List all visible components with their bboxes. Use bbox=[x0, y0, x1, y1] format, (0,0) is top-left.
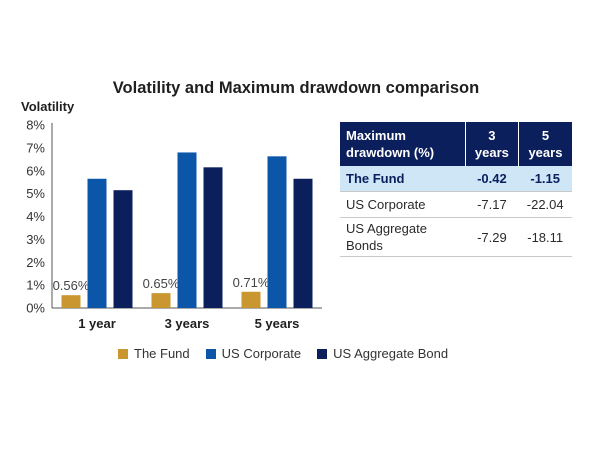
chart-title: Volatility and Maximum drawdown comparis… bbox=[112, 79, 480, 97]
y-tick-label: 5% bbox=[26, 186, 45, 201]
bar-the-fund bbox=[241, 291, 261, 308]
table-row-the-fund: The Fund -0.42 -1.15 bbox=[340, 166, 572, 192]
table-header-row: Maximum drawdown (%) 3 years 5 years bbox=[340, 122, 572, 166]
bar-us-corporate bbox=[177, 152, 197, 308]
table-header-5-years: 5 years bbox=[518, 122, 572, 166]
legend-swatch-us-corporate bbox=[205, 348, 216, 359]
y-tick-label: 6% bbox=[26, 163, 45, 178]
bar-us-aggregate-bond bbox=[203, 167, 223, 308]
table-row-us-aggregate-bonds: US Aggregate Bonds -7.29 -18.11 bbox=[340, 217, 572, 257]
y-tick-label: 4% bbox=[26, 209, 45, 224]
x-tick-label: 1 year bbox=[78, 316, 116, 331]
table-cell-label: The Fund bbox=[340, 166, 466, 192]
legend-swatch-us-aggregate-bond bbox=[317, 348, 328, 359]
legend-swatch-the-fund bbox=[118, 348, 128, 359]
bar-us-aggregate-bond bbox=[293, 178, 313, 308]
data-label: 0.65% bbox=[143, 276, 180, 291]
bar-us-aggregate-bond bbox=[113, 190, 133, 308]
legend-item-us-corporate: US Corporate bbox=[205, 346, 302, 361]
y-tick-label: 0% bbox=[26, 301, 45, 316]
legend-item-the-fund: The Fund bbox=[118, 346, 190, 361]
table-cell-3-years: -0.42 bbox=[465, 166, 519, 192]
y-axis-title: Volatility bbox=[21, 99, 75, 114]
table-row-us-corporate: US Corporate -7.17 -22.04 bbox=[340, 191, 572, 218]
table-header-metric: Maximum drawdown (%) bbox=[340, 122, 466, 166]
bar-us-corporate bbox=[267, 156, 287, 308]
legend-label-the-fund: The Fund bbox=[134, 346, 190, 361]
y-tick-label: 1% bbox=[26, 278, 45, 293]
bar-the-fund bbox=[61, 295, 81, 308]
table-cell-5-years: -18.11 bbox=[518, 217, 572, 257]
bar-us-corporate bbox=[87, 178, 107, 308]
table-cell-5-years: -22.04 bbox=[518, 191, 572, 218]
table-cell-5-years: -1.15 bbox=[518, 166, 572, 192]
max-drawdown-table: Maximum drawdown (%) 3 years 5 years The… bbox=[340, 122, 572, 257]
chart-legend: The Fund US Corporate US Aggregate Bond bbox=[118, 346, 464, 361]
bar-the-fund bbox=[151, 293, 171, 308]
data-label: 0.71% bbox=[233, 275, 270, 290]
table-header-3-years: 3 years bbox=[465, 122, 519, 166]
legend-item-us-aggregate-bond: US Aggregate Bond bbox=[317, 346, 448, 361]
data-label: 0.56% bbox=[53, 278, 90, 293]
x-tick-label: 5 years bbox=[255, 316, 300, 331]
legend-label-us-corporate: US Corporate bbox=[221, 346, 302, 361]
table-cell-3-years: -7.17 bbox=[465, 191, 519, 218]
legend-label-us-aggregate-bond: US Aggregate Bond bbox=[333, 346, 449, 361]
y-tick-label: 7% bbox=[26, 140, 45, 155]
y-tick-label: 3% bbox=[26, 232, 45, 247]
y-tick-label: 2% bbox=[26, 255, 45, 270]
table-cell-3-years: -7.29 bbox=[465, 217, 519, 257]
table-cell-label: US Aggregate Bonds bbox=[340, 217, 466, 257]
x-tick-label: 3 years bbox=[165, 316, 210, 331]
table-cell-label: US Corporate bbox=[340, 191, 466, 218]
y-tick-label: 8% bbox=[26, 118, 45, 133]
